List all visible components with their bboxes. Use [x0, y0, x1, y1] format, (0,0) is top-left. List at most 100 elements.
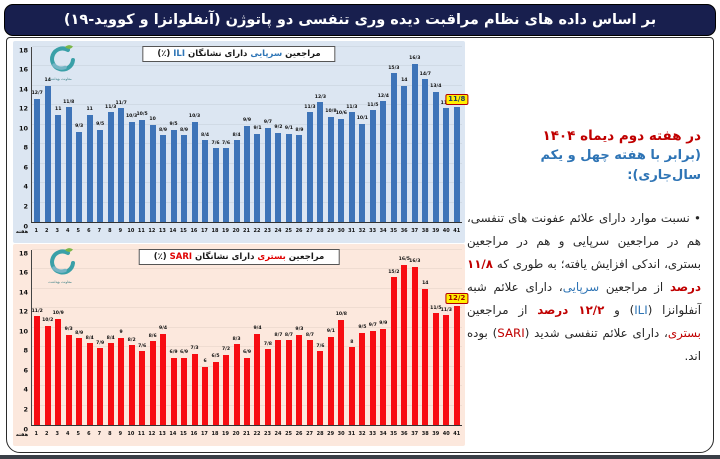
ili-x-tick-14: 14 — [169, 228, 177, 234]
sari-x-tick-17: 17 — [200, 431, 208, 437]
sari-bar-week-13 — [160, 333, 167, 425]
health-ministry-logo-icon — [50, 45, 75, 72]
sari-value-label-week-2: 10/2 — [42, 318, 54, 324]
ili-bar-week-10 — [128, 121, 135, 222]
ili-bar-week-34 — [380, 101, 387, 222]
sari-x-tick-24: 24 — [274, 431, 282, 437]
ili-value-label-week-33: 11/5 — [367, 102, 379, 108]
content-frame: معاونت بهداشت مراجعین سرپایی دارای نشانگ… — [6, 37, 714, 453]
summary-panel: در هفته دوم دیماه ۱۴۰۴ (برابر با هفته چه… — [463, 126, 705, 380]
ili-bar-week-18 — [212, 148, 219, 222]
ili-bar-week-32 — [359, 123, 366, 222]
ili-bar-week-30 — [338, 118, 345, 222]
ili-x-tick-10: 10 — [127, 228, 135, 234]
ili-value-label-week-11: 10/5 — [136, 112, 148, 118]
ili-value-label-week-38: 14/7 — [419, 71, 431, 77]
sari-x-tick-27: 27 — [306, 431, 314, 437]
sari-x-tick-7: 7 — [97, 431, 102, 437]
y-axis-tick: 18 — [18, 248, 28, 257]
sari-value-label-week-32: 9/5 — [358, 325, 367, 331]
sari-value-label-week-35: 15/2 — [388, 269, 400, 275]
bullet-segment: سرپایی — [562, 280, 600, 295]
sari-bar-week-31 — [348, 347, 355, 425]
sari-x-tick-15: 15 — [179, 431, 187, 437]
sari-x-tick-33: 33 — [369, 431, 377, 437]
sari-value-label-week-41: 12/2 — [445, 293, 469, 305]
ili-x-tick-12: 12 — [148, 228, 156, 234]
ili-bar-week-1 — [34, 98, 41, 222]
ili-value-label-week-20: 8/4 — [232, 132, 241, 138]
ili-x-tick-37: 37 — [411, 228, 419, 234]
sari-plot-area: 11/2 10/2 10/9 9/3 8/9 8/4 7/9 8/4 9 8/2 7/6 8/6 9/4… — [31, 249, 469, 426]
sari-bar-week-27 — [306, 340, 313, 425]
y-axis-tick: 8 — [23, 143, 28, 152]
ili-value-label-week-23: 9/7 — [263, 120, 273, 126]
sari-x-tick-40: 40 — [442, 431, 450, 437]
sari-x-tick-20: 20 — [232, 431, 240, 437]
chart-title-segment: دارای نشانگان — [185, 49, 251, 59]
ili-bar-week-24 — [275, 132, 282, 222]
ili-bar-week-13 — [160, 135, 167, 222]
ili-x-tick-26: 26 — [295, 228, 303, 234]
bullet-segment: ) و — [604, 303, 635, 318]
sari-x-tick-9: 9 — [118, 431, 123, 437]
ili-bar-week-9 — [118, 108, 125, 222]
sari-bar-week-3 — [55, 319, 62, 425]
sari-x-tick-18: 18 — [211, 431, 219, 437]
ili-bar-week-26 — [296, 135, 303, 222]
sari-value-label-week-27: 8/7 — [305, 332, 314, 338]
ili-value-label-week-17: 8/4 — [201, 132, 210, 138]
ministry-logo: معاونت بهداشت — [37, 43, 83, 81]
ili-bar-week-38 — [422, 79, 429, 222]
sari-value-label-week-12: 8/6 — [148, 333, 157, 339]
ili-bar-week-22 — [254, 133, 261, 222]
sari-x-tick-30: 30 — [337, 431, 345, 437]
ili-x-tick-41: 41 — [453, 228, 461, 234]
sari-bar-week-22 — [254, 333, 261, 425]
gridline — [32, 346, 462, 348]
sari-bar-week-6 — [86, 343, 93, 425]
sari-value-label-week-28: 7/6 — [316, 343, 325, 349]
ili-x-tick-6: 6 — [87, 228, 91, 234]
sari-x-tick-22: 22 — [253, 431, 261, 437]
sari-value-label-week-38: 14 — [422, 281, 429, 287]
bullet-segment: بستری — [667, 326, 701, 341]
sari-value-label-week-33: 9/7 — [368, 323, 377, 329]
sari-bar-week-10 — [128, 345, 135, 425]
sari-bar-week-21 — [244, 357, 250, 425]
sari-bar-week-5 — [76, 338, 83, 425]
sari-value-label-week-1: 11/2 — [31, 308, 43, 314]
sari-bar-week-34 — [380, 328, 387, 425]
ili-value-label-week-5: 9/3 — [75, 124, 84, 129]
sari-value-label-week-5: 8/9 — [75, 330, 84, 336]
ili-x-tick-22: 22 — [253, 228, 261, 234]
ili-value-label-week-13: 8/9 — [159, 127, 168, 133]
ili-value-label-week-39: 13/4 — [430, 84, 442, 90]
ili-value-label-week-14: 9/5 — [169, 122, 178, 128]
y-axis-tick: 14 — [18, 84, 28, 93]
ili-value-label-week-4: 11/8 — [63, 99, 75, 105]
sari-value-label-week-21: 6/9 — [242, 350, 252, 356]
sari-bar-week-15 — [181, 357, 188, 425]
sari-x-tick-37: 37 — [411, 431, 419, 437]
sari-bar-week-7 — [97, 348, 104, 425]
sari-value-label-week-26: 9/3 — [295, 327, 304, 332]
sari-bar-week-9 — [118, 337, 125, 425]
ili-value-label-week-31: 11/3 — [346, 104, 358, 110]
sari-x-tick-35: 35 — [390, 431, 398, 437]
ili-x-tick-28: 28 — [316, 228, 324, 234]
bullet-segment: ۱۱/۸ درصد — [467, 257, 701, 295]
ili-x-tick-21: 21 — [243, 228, 250, 234]
gridline — [32, 307, 462, 309]
sari-bar-week-14 — [170, 357, 177, 425]
ili-bar-week-4 — [65, 107, 72, 222]
ili-bar-week-37 — [411, 63, 418, 222]
ili-plot-area: 12/7 14 11 11/8 9/3 11 9/5 11/3 11/7 10/3 10/5 10 8/… — [31, 46, 469, 223]
gridline — [32, 287, 462, 289]
sari-bar-week-26 — [296, 334, 303, 425]
sari-x-tick-11: 11 — [137, 431, 145, 437]
sari-week-axis-label: هفته — [15, 432, 29, 438]
ili-x-tick-1: 1 — [34, 228, 38, 234]
sari-x-tick-39: 39 — [432, 431, 440, 437]
